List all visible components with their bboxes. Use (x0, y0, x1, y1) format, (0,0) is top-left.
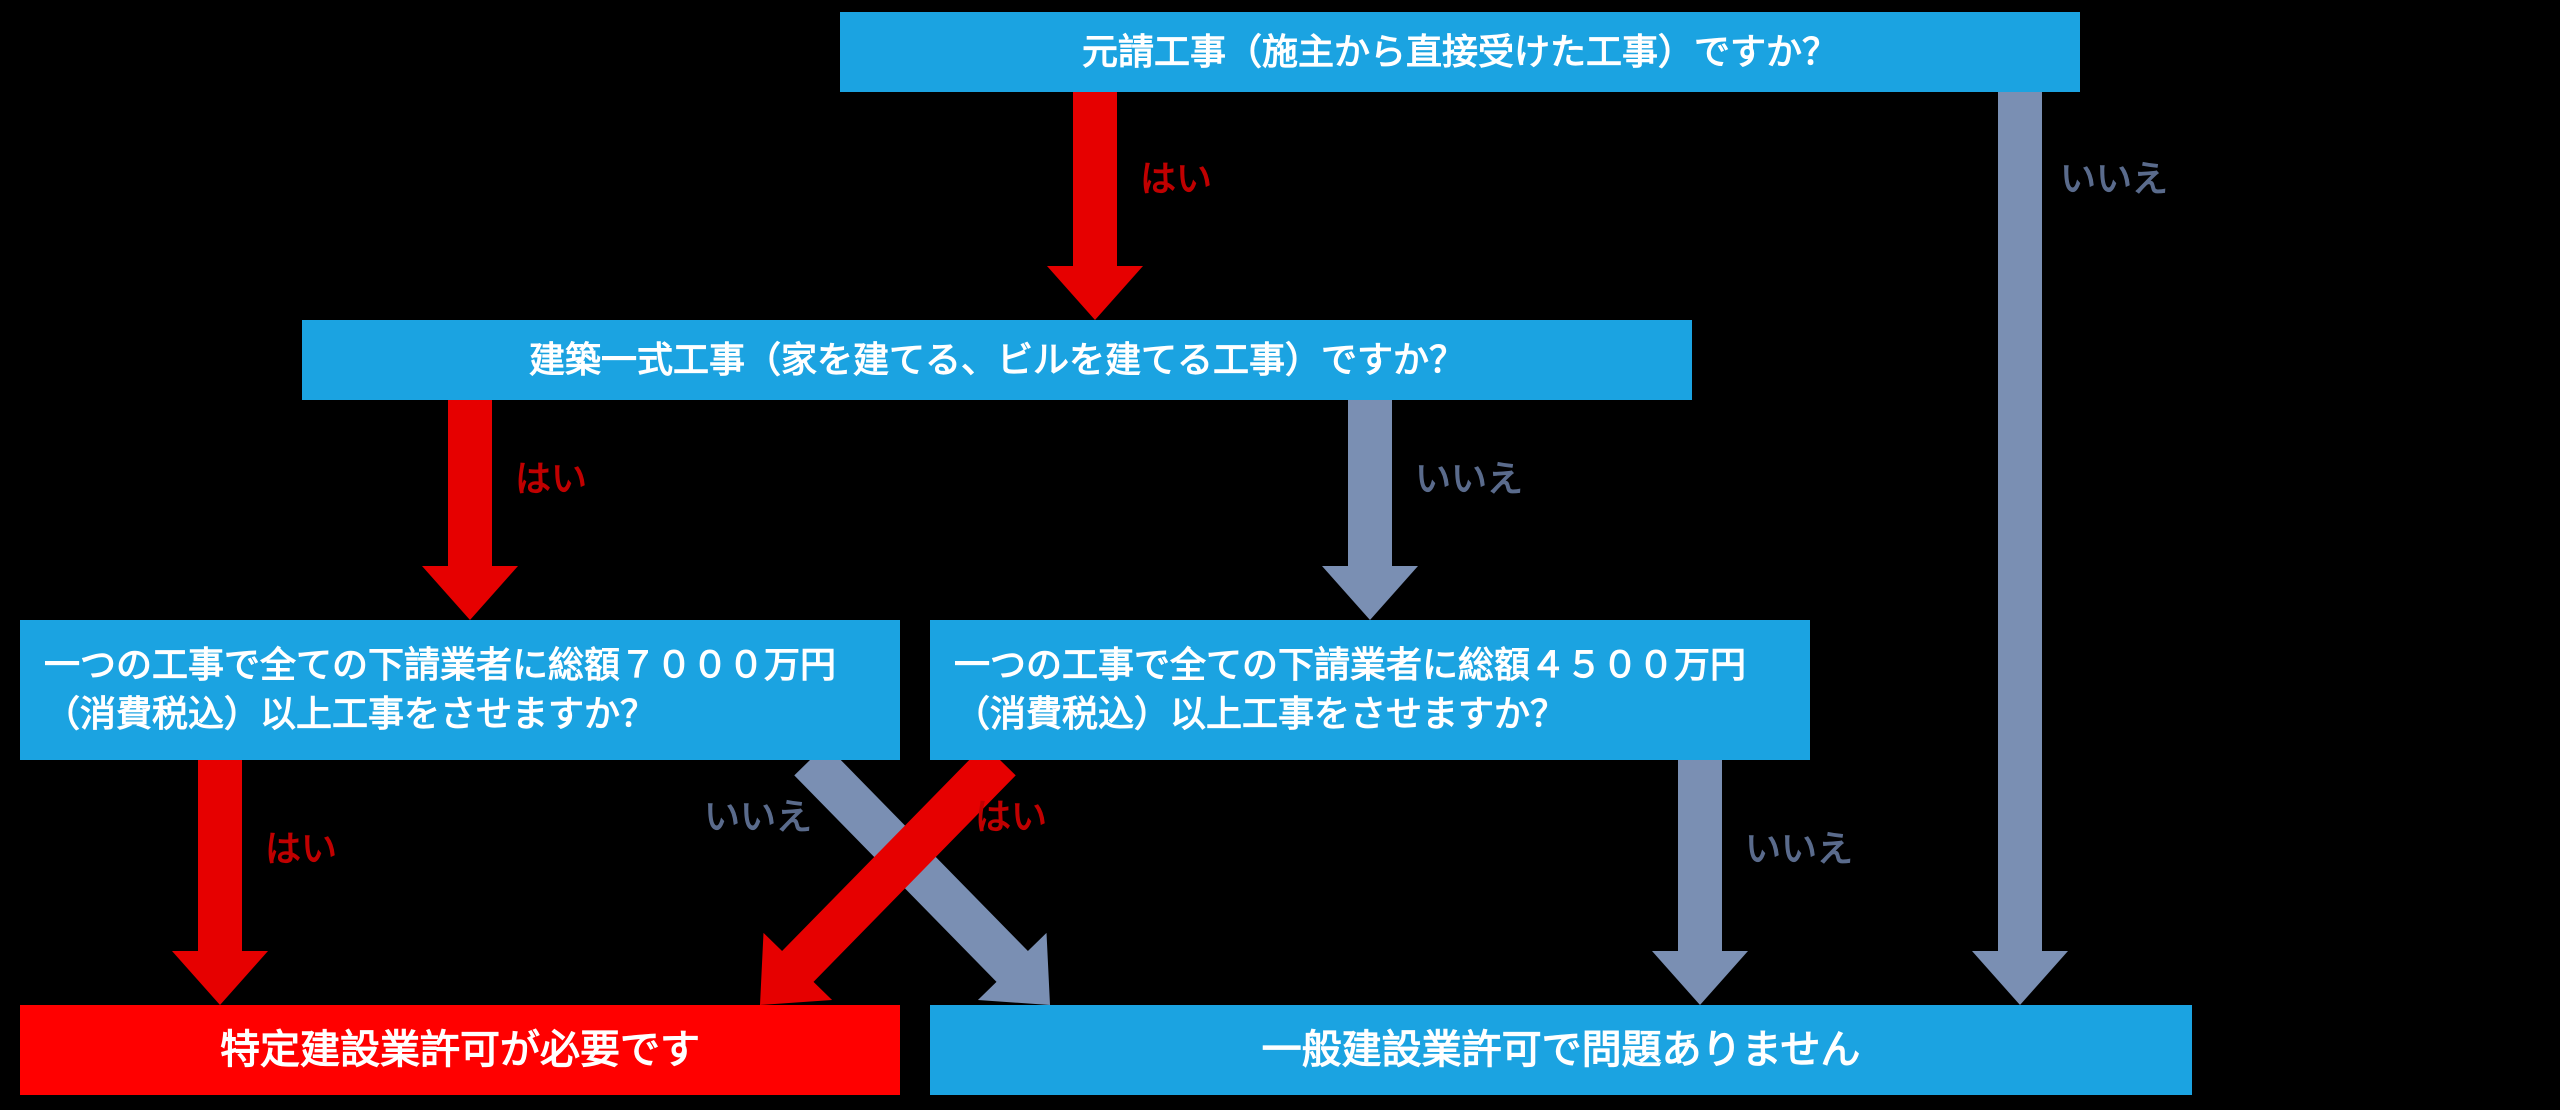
result-box-special: 特定建設業許可が必要です (20, 1005, 900, 1095)
label-yes: はい (515, 450, 587, 502)
label-yes: はい (975, 788, 1047, 840)
flowchart-stage: 元請工事（施主から直接受けた工事）ですか？ 建築一式工事（家を建てる、ビルを建て… (0, 0, 2560, 1110)
label-no: いいえ (1745, 820, 1853, 872)
label-yes: はい (265, 820, 337, 872)
question-text-2: 建築一式工事（家を建てる、ビルを建てる工事）ですか？ (505, 326, 1489, 395)
question-text-1: 元請工事（施主から直接受けた工事）ですか？ (1058, 18, 1862, 87)
question-box-2: 建築一式工事（家を建てる、ビルを建てる工事）ですか？ (302, 320, 1692, 400)
question-text-3a: 一つの工事で全ての下請業者に総額７０００万円（消費税込）以上工事をさせますか？ (20, 631, 900, 748)
question-box-1: 元請工事（施主から直接受けた工事）ですか？ (840, 12, 2080, 92)
label-yes: はい (1140, 150, 1212, 202)
question-box-3a: 一つの工事で全ての下請業者に総額７０００万円（消費税込）以上工事をさせますか？ (20, 620, 900, 760)
result-text-special: 特定建設業許可が必要です (196, 1013, 724, 1087)
result-box-general: 一般建設業許可で問題ありません (930, 1005, 2192, 1095)
label-no: いいえ (2060, 150, 2168, 202)
label-no: いいえ (1415, 450, 1523, 502)
result-text-general: 一般建設業許可で問題ありません (1238, 1013, 1885, 1087)
label-no: いいえ (704, 788, 812, 840)
question-text-3b: 一つの工事で全ての下請業者に総額４５００万円（消費税込）以上工事をさせますか？ (930, 631, 1810, 748)
arrows-layer (0, 0, 2560, 1110)
question-box-3b: 一つの工事で全ての下請業者に総額４５００万円（消費税込）以上工事をさせますか？ (930, 620, 1810, 760)
